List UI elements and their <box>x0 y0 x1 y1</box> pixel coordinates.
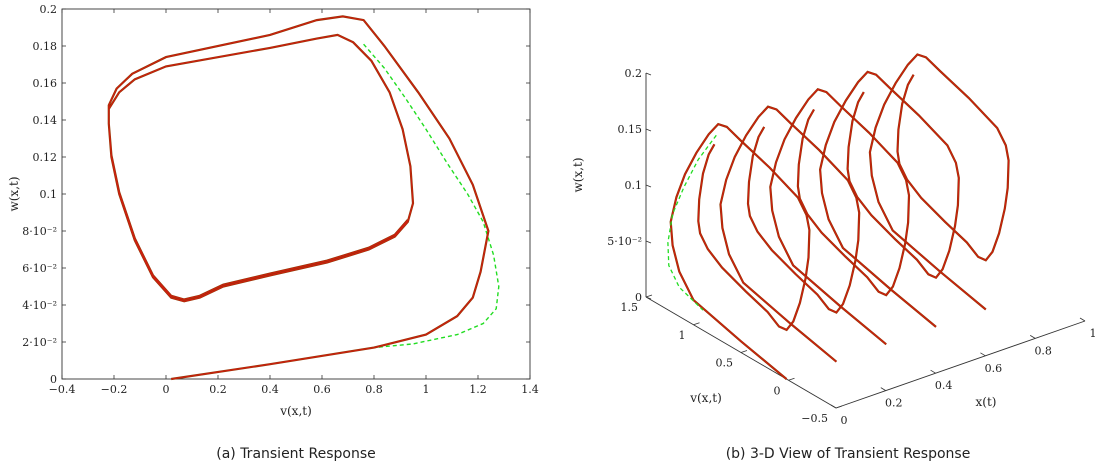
panel-b-slice-trajectory <box>819 71 960 328</box>
panel-b-v-tick-label: 0 <box>774 384 781 397</box>
panel-a-y-tick-label: 2·10⁻² <box>22 336 57 349</box>
panel-b-v-axis-label: v(x,t) <box>689 391 722 405</box>
panel-b-x-tick-label: 0.2 <box>885 397 903 410</box>
panel-b-v-tick-label: 0.5 <box>716 357 734 370</box>
panel-a-y-tick-label: 8·10⁻² <box>22 225 57 238</box>
panel-a-series <box>107 15 500 381</box>
panel-b-x-ticks: 0 0.2 0.4 0.6 0.8 1 <box>830 317 1097 427</box>
panel-b-dashed-trajectory <box>667 134 717 311</box>
panel-b-z-axis-label: w(x,t) <box>571 157 585 192</box>
panel-a-y-tick-label: 0 <box>50 373 57 386</box>
panel-b-z-tick-label: 0.15 <box>618 123 643 136</box>
panel-b-x-tick-label: 1 <box>1090 327 1097 340</box>
panel-b-z-tick <box>645 240 652 244</box>
panel-b-x-tick-label: 0.6 <box>985 362 1003 375</box>
panel-a-trajectory <box>108 15 490 380</box>
panel-a-y-ticks: 0 2·10⁻² 4·10⁻² 6·10⁻² 8·10⁻² 0.1 0.12 0.14 0.16… <box>22 3 530 386</box>
panel-a-y-tick-label: 0.1 <box>40 188 58 201</box>
panel-a-y-tick-label: 0.16 <box>33 77 58 90</box>
panel-b-z-tick <box>645 184 652 188</box>
panel-a-x-tick-label: 1.4 <box>521 383 539 396</box>
panel-a-x-tick-label: 1.2 <box>469 383 487 396</box>
panel-b-slice-trajectory <box>769 88 910 345</box>
panel-a-x-tick-label: 0.4 <box>261 383 279 396</box>
panel-b-slice-trajectory <box>719 105 860 363</box>
panel-a-y-tick-label: 0.18 <box>33 40 58 53</box>
panel-b-x-tick-label: 0 <box>841 414 848 427</box>
panel-a-y-tick-label: 0.12 <box>33 151 58 164</box>
panel-a-x-tick-label: −0.2 <box>101 383 128 396</box>
panel-b-x-tick <box>880 387 887 391</box>
panel-b-z-tick <box>645 128 652 132</box>
panel-a-x-ticks: −0.4 −0.2 0 0.2 0.4 0.6 0.8 1 1.2 1.4 <box>49 9 539 396</box>
panel-b-3d-view: 0 5·10⁻² 0.1 0.15 0.2 −0.5 0 0.5 1 1.5 0 0.2 0.4 0.… <box>571 53 1097 462</box>
panel-b-x-tick-label: 0.4 <box>935 379 953 392</box>
panel-a-x-tick-label: −0.4 <box>49 383 76 396</box>
panel-b-series <box>667 53 1010 380</box>
panel-a-y-tick-label: 4·10⁻² <box>22 299 57 312</box>
panel-b-x-tick <box>930 369 936 374</box>
panel-b-x-tick <box>1029 335 1036 339</box>
panel-b-v-tick <box>740 350 748 353</box>
panel-b-z-tick <box>645 72 652 76</box>
panel-a-x-tick-label: 0.8 <box>365 383 383 396</box>
panel-b-v-tick-label: 1 <box>679 329 686 342</box>
panel-a-trajectory-underlay <box>107 15 490 381</box>
panel-b-v-ticks: −0.5 0 0.5 1 1.5 <box>621 294 843 425</box>
panel-a-axes-frame <box>61 8 531 380</box>
panel-a-x-tick-label: 0.6 <box>313 383 331 396</box>
panel-a-x-tick-label: 0 <box>163 383 170 396</box>
panel-b-z-tick <box>645 296 652 300</box>
panel-b-x-axis-label: x(t) <box>976 395 997 409</box>
panel-b-z-ticks: 0 5·10⁻² 0.1 0.15 0.2 <box>607 67 652 304</box>
panel-b-v-tick <box>835 405 843 409</box>
panel-b-slice-trajectory <box>670 123 811 380</box>
panel-b-z-tick-label: 0.2 <box>625 67 643 80</box>
panel-b-v-tick <box>788 377 795 381</box>
panel-b-x-tick <box>830 404 837 409</box>
panel-a-y-tick-label: 0.14 <box>33 114 58 127</box>
panel-b-x-tick <box>980 352 986 357</box>
panel-a-y-tick-label: 0.2 <box>40 3 58 16</box>
panel-a-x-tick-label: 0.2 <box>209 383 227 396</box>
panel-b-slice-trajectory <box>869 53 1010 311</box>
panel-b-v-tick <box>693 322 700 326</box>
panel-b-x-tick <box>1079 317 1086 322</box>
panel-b-z-tick-label: 0 <box>635 291 642 304</box>
panel-a-dashed-trajectory <box>363 43 500 349</box>
panel-b-v-tick-label: −0.5 <box>801 412 828 425</box>
panel-b-x-tick-label: 0.8 <box>1034 344 1052 357</box>
panel-b-v-tick-label: 1.5 <box>621 301 639 314</box>
panel-a-y-axis-label: w(x,t) <box>7 176 21 211</box>
panel-a-x-tick-label: 1 <box>423 383 430 396</box>
panel-b-z-tick-label: 0.1 <box>625 179 643 192</box>
panel-b-x-axis-line <box>835 320 1086 409</box>
panel-b-v-tick <box>645 294 653 298</box>
panel-a-y-tick-label: 6·10⁻² <box>22 262 57 275</box>
panel-a-caption: (a) Transient Response <box>216 446 376 462</box>
panel-a-transient-response: −0.4 −0.2 0 0.2 0.4 0.6 0.8 1 1.2 1.4 0 2·10⁻² 4·10… <box>7 3 539 462</box>
panel-a-x-axis-label: v(x,t) <box>279 404 312 418</box>
panel-b-caption: (b) 3-D View of Transient Response <box>726 446 971 462</box>
panel-b-z-tick-label: 5·10⁻² <box>607 235 642 248</box>
